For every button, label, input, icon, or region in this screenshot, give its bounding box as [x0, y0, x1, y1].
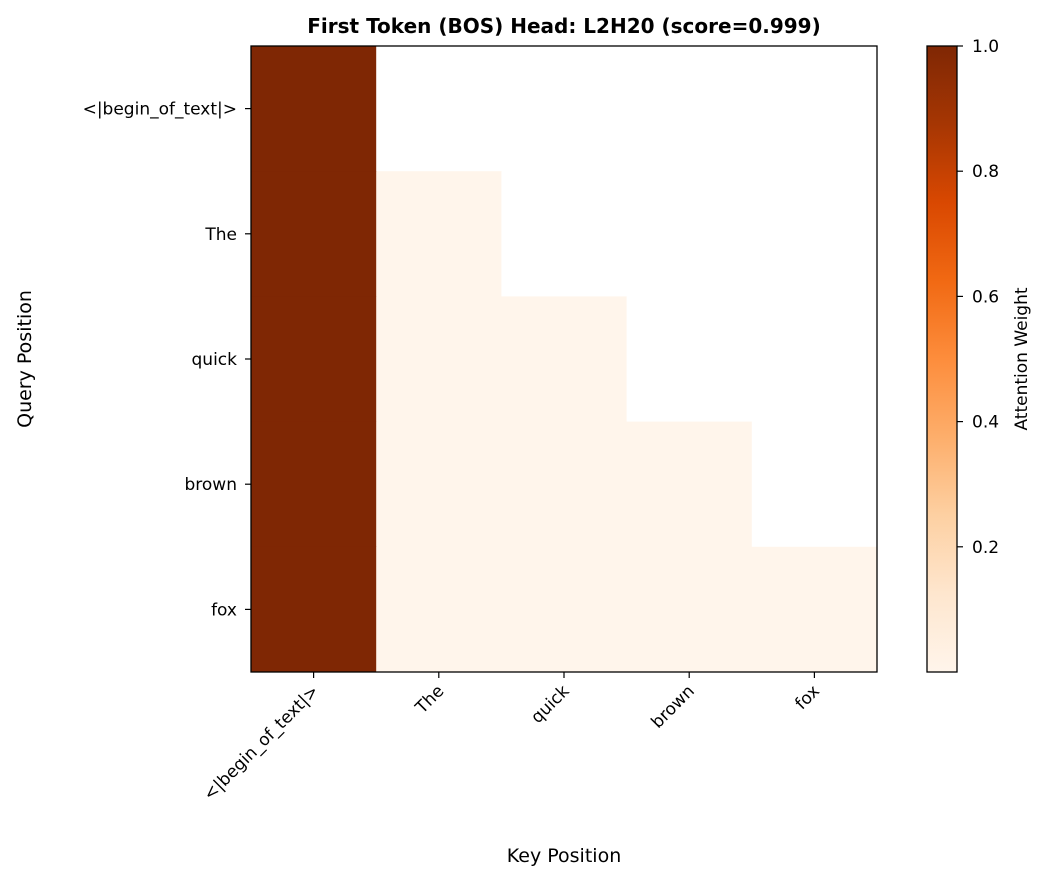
heatmap-cell	[376, 46, 502, 172]
y-axis-ticks: <|begin_of_text|> The quick brown fox	[83, 100, 251, 620]
heatmap-cell	[501, 296, 628, 423]
heatmap-cell	[251, 296, 377, 423]
x-axis-ticks: <|begin_of_text|> The quick brown fox	[200, 672, 824, 805]
colorbar-label: Attention Weight	[1012, 287, 1032, 430]
heatmap-cell	[501, 46, 628, 172]
heatmap-cell	[751, 546, 878, 673]
colorbar-tick-label: 1.0	[972, 37, 999, 57]
heatmap-cell	[251, 421, 377, 548]
heatmap-cell	[626, 171, 753, 297]
heatmap-cell	[751, 421, 878, 548]
heatmap-cells	[251, 46, 878, 673]
colorbar-tick-label: 0.8	[972, 162, 999, 182]
heatmap-cell	[376, 296, 502, 423]
heatmap-cell	[751, 46, 878, 172]
y-tick-label: brown	[185, 475, 238, 495]
heatmap-cell	[251, 46, 377, 172]
colorbar-tick-label: 0.6	[972, 287, 999, 307]
y-axis-label: Query Position	[14, 290, 36, 428]
heatmap-cell	[501, 421, 628, 548]
x-tick-label: <|begin_of_text|>	[200, 681, 323, 804]
heatmap-cell	[626, 421, 753, 548]
heatmap-cell	[376, 546, 502, 673]
y-tick-label: The	[204, 225, 237, 245]
heatmap-cell	[376, 171, 502, 297]
heatmap-cell	[501, 546, 628, 673]
y-tick-label: fox	[211, 600, 237, 620]
colorbar-tick-label: 0.4	[972, 413, 999, 433]
colorbar-ticks: 0.2 0.4 0.6 0.8 1.0	[957, 37, 999, 558]
heatmap-cell	[751, 171, 878, 297]
chart-title: First Token (BOS) Head: L2H20 (score=0.9…	[307, 14, 820, 38]
heatmap-cell	[251, 546, 377, 673]
heatmap-cell	[751, 296, 878, 423]
heatmap-cell	[626, 546, 753, 673]
heatmap-cell	[626, 296, 753, 423]
x-axis-label: Key Position	[507, 845, 621, 867]
x-tick-label: The	[411, 681, 448, 718]
colorbar	[926, 45, 958, 673]
y-tick-label: quick	[192, 350, 238, 370]
y-tick-label: <|begin_of_text|>	[83, 100, 237, 120]
heatmap-cell	[376, 421, 502, 548]
x-tick-label: brown	[647, 681, 698, 732]
x-tick-label: fox	[791, 681, 823, 713]
heatmap-cell	[626, 46, 753, 172]
heatmap-cell	[501, 171, 628, 297]
x-tick-label: quick	[527, 681, 573, 727]
colorbar-tick-label: 0.2	[972, 538, 999, 558]
heatmap-cell	[251, 171, 377, 297]
